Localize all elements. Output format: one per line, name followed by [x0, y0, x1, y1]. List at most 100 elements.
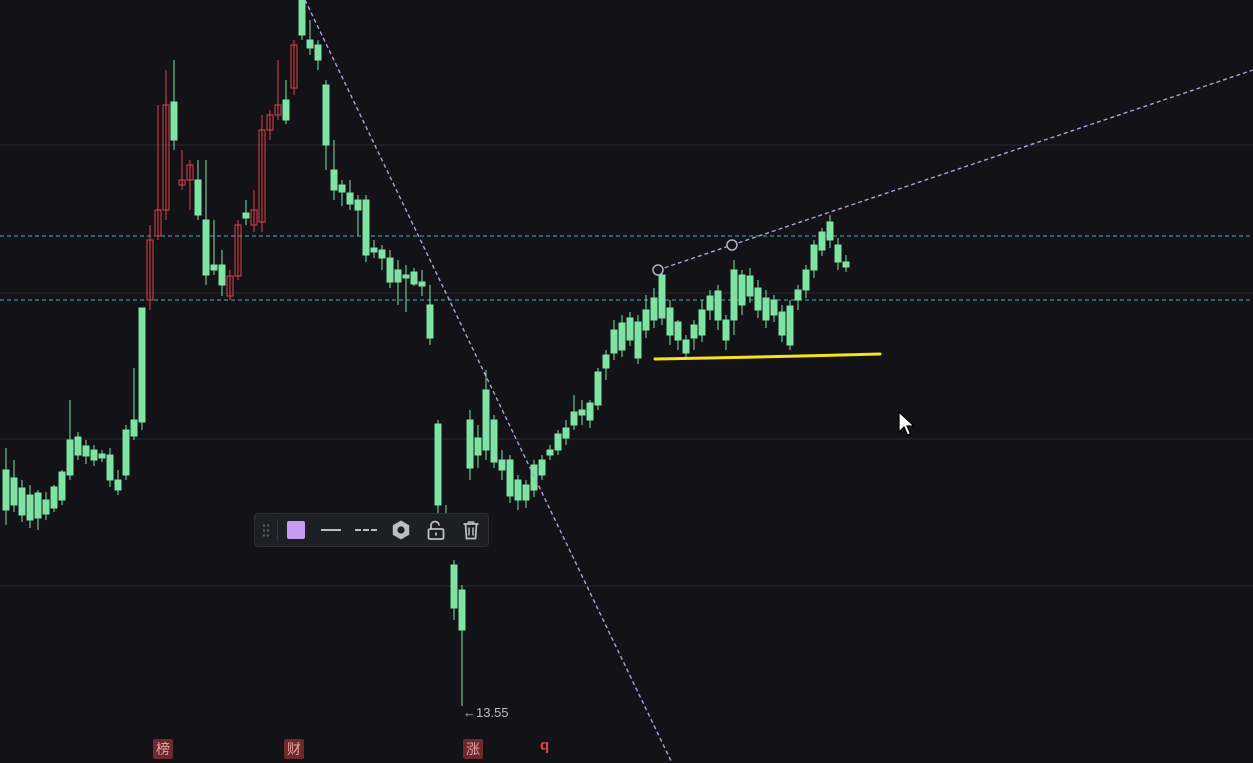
candle: [18, 480, 26, 522]
candle: [618, 315, 626, 357]
ascending-trendline: [657, 244, 733, 271]
candle-body: [554, 433, 562, 451]
horizontal-levels: [0, 235, 1253, 301]
candle-body: [698, 309, 706, 336]
candle: [10, 460, 18, 512]
candle: [762, 290, 770, 328]
marker-badge-3[interactable]: 涨: [463, 739, 483, 759]
candle: [770, 295, 778, 322]
candle-body: [626, 317, 634, 341]
candle-body: [818, 231, 826, 251]
candle: [274, 60, 282, 120]
candle: [514, 475, 522, 510]
candle-body: [530, 464, 538, 491]
candle: [490, 415, 498, 468]
candle: [522, 480, 530, 508]
candle-body: [754, 287, 762, 311]
candle: [122, 425, 130, 480]
candle: [642, 295, 650, 338]
candle: [698, 300, 706, 342]
candle: [42, 492, 50, 520]
marker-badge-1[interactable]: 榜: [153, 739, 173, 759]
candle: [810, 240, 818, 278]
candle: [162, 70, 170, 220]
trash-icon[interactable]: [453, 513, 488, 547]
solid-line-style-icon[interactable]: [314, 513, 348, 547]
drawing-toolbar: [254, 513, 489, 547]
candle-body: [226, 275, 234, 297]
marker-badge-2[interactable]: 财: [284, 739, 304, 759]
candle: [530, 460, 538, 497]
candle-body: [330, 169, 338, 191]
candle-body: [18, 487, 26, 516]
candle-body: [346, 192, 354, 205]
candle-body: [810, 244, 818, 271]
candle: [610, 320, 618, 360]
candle: [650, 288, 658, 328]
candle-body: [130, 419, 138, 437]
candle-body: [154, 209, 162, 237]
dashed-line-style-icon[interactable]: [348, 513, 384, 547]
candle: [826, 215, 834, 248]
candle: [794, 285, 802, 310]
color-swatch-button[interactable]: [278, 513, 314, 547]
candle: [66, 400, 74, 480]
candle-body: [666, 307, 674, 336]
candle-body: [146, 239, 154, 301]
candle-body: [106, 454, 114, 481]
candle-body: [170, 101, 178, 141]
candle: [106, 448, 114, 487]
candle-body: [690, 324, 698, 339]
candle-body: [682, 339, 690, 354]
candle-body: [402, 274, 410, 279]
candle-body: [386, 257, 394, 283]
candle: [2, 448, 10, 525]
candle-body: [162, 104, 170, 211]
candle-body: [306, 39, 314, 49]
candle: [82, 440, 90, 464]
candle: [474, 425, 482, 468]
drag-handle-icon[interactable]: [255, 513, 277, 547]
candle: [322, 80, 330, 170]
candle: [178, 150, 186, 190]
candle-body: [794, 289, 802, 301]
candle: [402, 265, 410, 312]
candle-body: [570, 411, 578, 426]
candle-body: [258, 129, 266, 223]
candle: [594, 368, 602, 410]
candle: [498, 450, 506, 480]
candle: [466, 410, 474, 480]
candle-body: [730, 269, 738, 321]
candle-body: [186, 164, 194, 181]
candle-body: [826, 221, 834, 241]
candle-body: [210, 264, 218, 271]
candle: [218, 250, 226, 296]
settings-gear-icon[interactable]: [383, 513, 418, 547]
candle: [378, 245, 386, 270]
candle-body: [578, 409, 586, 416]
candle: [370, 240, 378, 258]
candle-body: [34, 492, 42, 519]
candle: [346, 180, 354, 210]
candle-body: [138, 307, 146, 423]
candle: [354, 195, 362, 236]
candle: [578, 400, 586, 425]
candle-body: [26, 494, 34, 521]
candle: [842, 255, 850, 272]
candle-body: [266, 114, 274, 131]
candle-body: [394, 269, 402, 283]
candle: [338, 180, 346, 206]
toolbar-divider: [276, 519, 278, 541]
candle-body: [474, 437, 482, 456]
candle: [818, 228, 826, 256]
candle: [434, 420, 442, 515]
candle-body: [490, 419, 498, 463]
candle-body: [98, 453, 106, 459]
candle: [242, 200, 250, 225]
unlock-icon[interactable]: [418, 513, 453, 547]
candle-body: [314, 44, 322, 61]
candle: [34, 490, 42, 530]
candle-body: [418, 281, 426, 287]
